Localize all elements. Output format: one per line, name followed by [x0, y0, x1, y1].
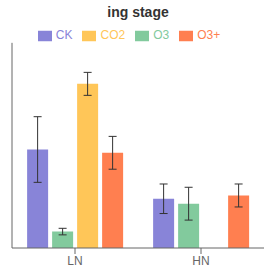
html-text:CO2: CO2 — [100, 28, 126, 42]
html-text:O3+: O3+ — [197, 28, 221, 42]
html-text:O3: O3 — [153, 28, 170, 42]
html-text:ing stage: ing stage — [107, 4, 169, 20]
svg-text:LN: LN — [67, 254, 82, 268]
html-text:CK: CK — [55, 28, 73, 42]
svg-text:HN: HN — [192, 254, 209, 268]
